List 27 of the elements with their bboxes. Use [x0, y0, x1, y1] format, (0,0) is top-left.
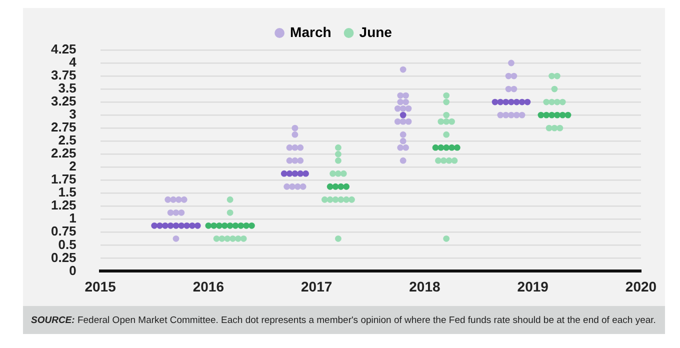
y-tick-label: 0.25 — [50, 250, 76, 265]
y-tick-label: 2.5 — [58, 132, 76, 148]
legend-label: June — [359, 24, 392, 40]
x-tick-label: 2016 — [192, 278, 224, 294]
y-tick-label: 3.5 — [58, 80, 76, 96]
y-tick-label: 2 — [69, 158, 76, 174]
y-tick-label: 2.75 — [50, 120, 76, 135]
source-note: SOURCE: Federal Open Market Committee. Each dot represents a member's opinion of where the Fed funds rate should be at the end of each year. — [31, 314, 656, 326]
y-tick-label: 1.25 — [50, 198, 76, 213]
y-tick-label: 4 — [69, 54, 78, 70]
y-tick-label: 3.25 — [50, 94, 76, 109]
y-tick-label: 1.5 — [58, 184, 76, 200]
x-tick-label: 2015 — [84, 278, 116, 294]
y-tick-label: 0.75 — [50, 224, 76, 239]
y-tick-label: 2.25 — [50, 146, 76, 161]
y-tick-label: 3 — [69, 106, 76, 122]
y-tick-label: 4.25 — [50, 42, 76, 57]
y-tick-label: 0.5 — [58, 236, 76, 252]
x-tick-label: 2017 — [301, 278, 332, 294]
y-tick-label: 0 — [69, 262, 76, 278]
x-tick-label: 2018 — [409, 278, 440, 294]
y-tick-label: 3.75 — [50, 68, 76, 83]
x-tick-label: 2020 — [625, 278, 657, 294]
y-tick-label: 1.75 — [50, 172, 76, 187]
y-tick-label: 1 — [69, 210, 76, 226]
legend-label: March — [290, 24, 332, 40]
x-tick-label: 2019 — [517, 278, 549, 294]
